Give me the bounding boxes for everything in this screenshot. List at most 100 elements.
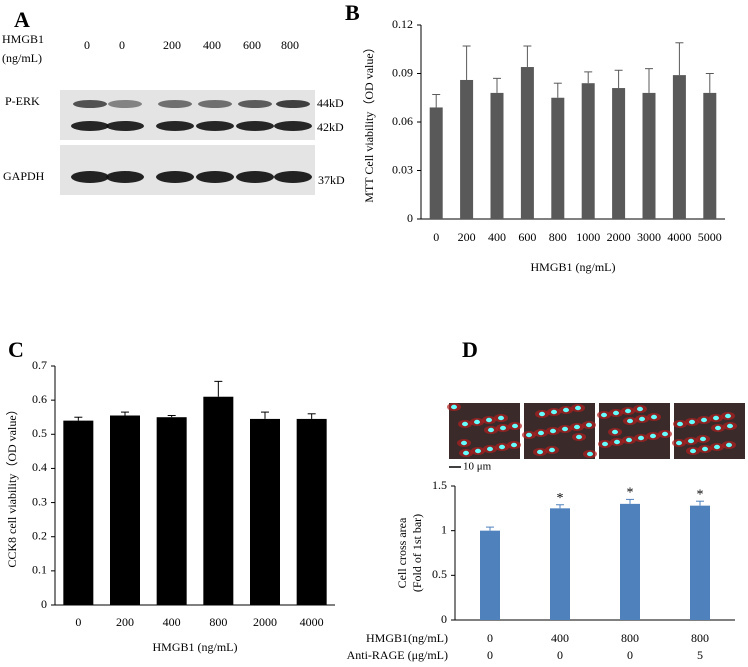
band: [238, 100, 272, 108]
x-tick-label: 200: [116, 615, 134, 629]
nucleus: [487, 446, 493, 452]
bar: [429, 107, 443, 219]
y-tick-label: 0.3: [32, 494, 47, 508]
bar: [690, 505, 710, 620]
nucleus: [549, 447, 555, 453]
bar: [581, 83, 595, 219]
nucleus: [639, 416, 645, 422]
band: [106, 171, 144, 183]
y-tick-label: 0.2: [32, 528, 47, 542]
nucleus: [500, 425, 506, 431]
bands: [71, 100, 312, 183]
x-tick-label: 400: [163, 615, 181, 629]
nucleus: [511, 442, 517, 448]
nucleus: [512, 423, 518, 429]
band: [108, 100, 142, 108]
band: [158, 100, 192, 108]
band-size: 44kD: [317, 96, 344, 110]
y-axis-label: MTT Cell viability（OD value）: [362, 41, 376, 202]
bar: [551, 97, 565, 219]
nucleus: [726, 442, 732, 448]
x-tick-label: 4000: [667, 230, 691, 244]
y-tick-label: 1: [441, 522, 447, 536]
nucleus: [714, 444, 720, 450]
nucleus: [462, 421, 468, 427]
nucleus: [586, 422, 592, 428]
bar: [620, 503, 640, 620]
bar: [550, 508, 570, 620]
nucleus: [662, 431, 668, 437]
bar: [703, 92, 717, 219]
nucleus: [676, 440, 682, 446]
nucleus: [725, 413, 731, 419]
nucleus: [539, 411, 545, 417]
band: [196, 121, 234, 131]
x-tick-label: 800: [691, 631, 709, 645]
x-tick-label: 5: [697, 648, 703, 662]
bar: [520, 67, 534, 220]
bar: [490, 92, 504, 219]
nucleus: [727, 423, 733, 429]
nucleus: [499, 444, 505, 450]
bar: [156, 417, 187, 605]
nucleus: [627, 418, 633, 424]
treatment-unit: (ng/mL): [2, 51, 42, 65]
nucleus: [475, 448, 481, 454]
nucleus: [551, 409, 557, 415]
nucleus: [474, 419, 480, 425]
nucleus: [715, 425, 721, 431]
blot-name: P-ERK: [5, 94, 40, 108]
y-tick-label: 0.4: [32, 460, 47, 474]
x-axis-label: HMGB1 (ng/mL): [531, 260, 616, 274]
nucleus: [498, 415, 504, 421]
nucleus: [587, 451, 593, 457]
y-tick-label: 0: [441, 612, 447, 626]
x-tick-label: 5000: [698, 230, 722, 244]
nucleus: [637, 406, 643, 412]
x-tick-label: 2000: [253, 615, 277, 629]
x-tick-label: 3000: [637, 230, 661, 244]
band: [71, 171, 109, 183]
band: [71, 121, 109, 131]
band: [156, 171, 194, 183]
nucleus: [537, 449, 543, 455]
lane-label: 0: [84, 38, 90, 52]
y-tick-label: 0.12: [392, 17, 413, 31]
nucleus: [650, 433, 656, 439]
x-tick-label: 400: [551, 631, 569, 645]
y-tick-label: 0: [41, 597, 47, 611]
x-tick-label: 600: [518, 230, 536, 244]
bar: [672, 75, 686, 219]
nucleus: [688, 438, 694, 444]
row-label: Anti-RAGE (μg/mL): [347, 648, 448, 662]
panel-label: A: [14, 7, 30, 32]
panel-label: C: [8, 337, 24, 362]
x-tick-label: 0: [487, 648, 493, 662]
panel-label: D: [462, 337, 478, 362]
nucleus: [538, 430, 544, 436]
nucleus: [488, 427, 494, 433]
y-axis-label: (Fold of 1st bar): [410, 514, 424, 592]
band: [236, 171, 274, 183]
nucleus: [625, 408, 631, 414]
nucleus: [463, 450, 469, 456]
blot-membrane: [60, 90, 315, 140]
row-label: HMGB1(ng/mL): [366, 631, 448, 645]
nucleus: [575, 405, 581, 411]
lane-label: 600: [243, 38, 261, 52]
nucleus: [689, 419, 695, 425]
nucleus: [562, 426, 568, 432]
band: [156, 121, 194, 131]
x-tick-label: 2000: [607, 230, 631, 244]
nucleus: [614, 439, 620, 445]
band: [198, 100, 232, 108]
bar: [250, 418, 280, 605]
bar: [296, 418, 327, 605]
significance: *: [557, 491, 564, 506]
treatment-label: HMGB1: [2, 32, 44, 46]
nucleus: [550, 428, 556, 434]
bar: [203, 396, 234, 605]
y-tick-label: 0: [407, 211, 413, 225]
x-tick-label: 1000: [576, 230, 600, 244]
